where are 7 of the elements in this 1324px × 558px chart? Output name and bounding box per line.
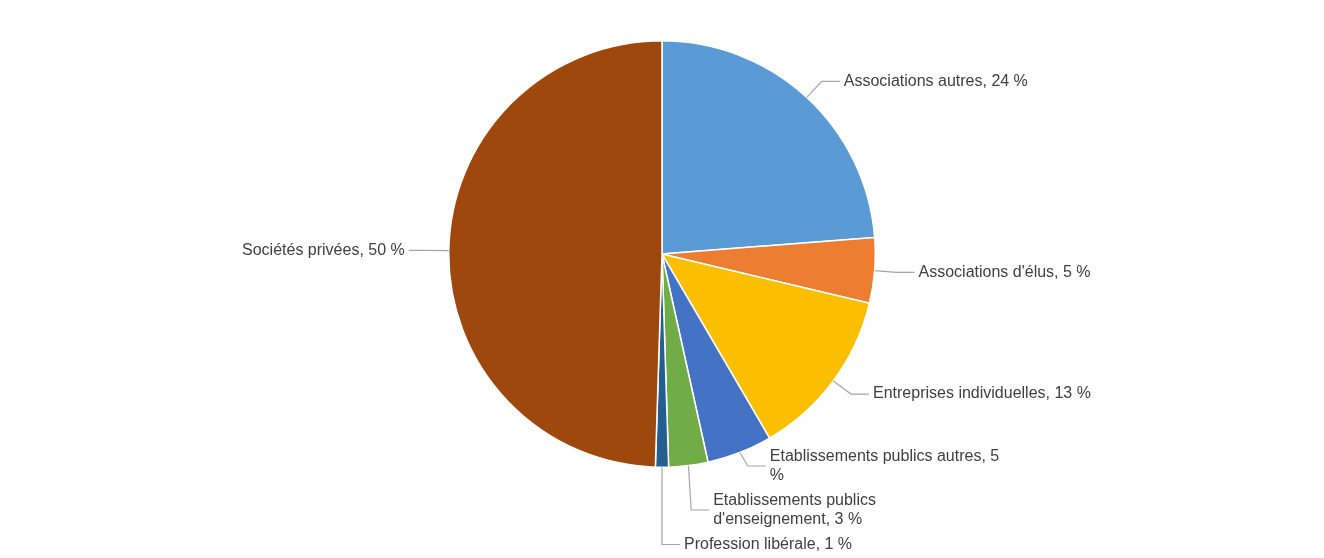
slice-label: Associations autres, 24 % [843,71,1028,89]
slice-label: Etablissements publics autres, 5 % [769,446,1000,483]
slice-label: Profession libérale, 1 % [684,534,853,552]
slice-label: Sociétés privées, 50 % [242,240,405,258]
slice-label: Associations d'élus, 5 % [918,262,1091,280]
slice-label: Etablissements publics d'enseignement, 3 % [713,490,876,527]
slice-label: Entreprises individuelles, 13 % [873,384,1091,402]
